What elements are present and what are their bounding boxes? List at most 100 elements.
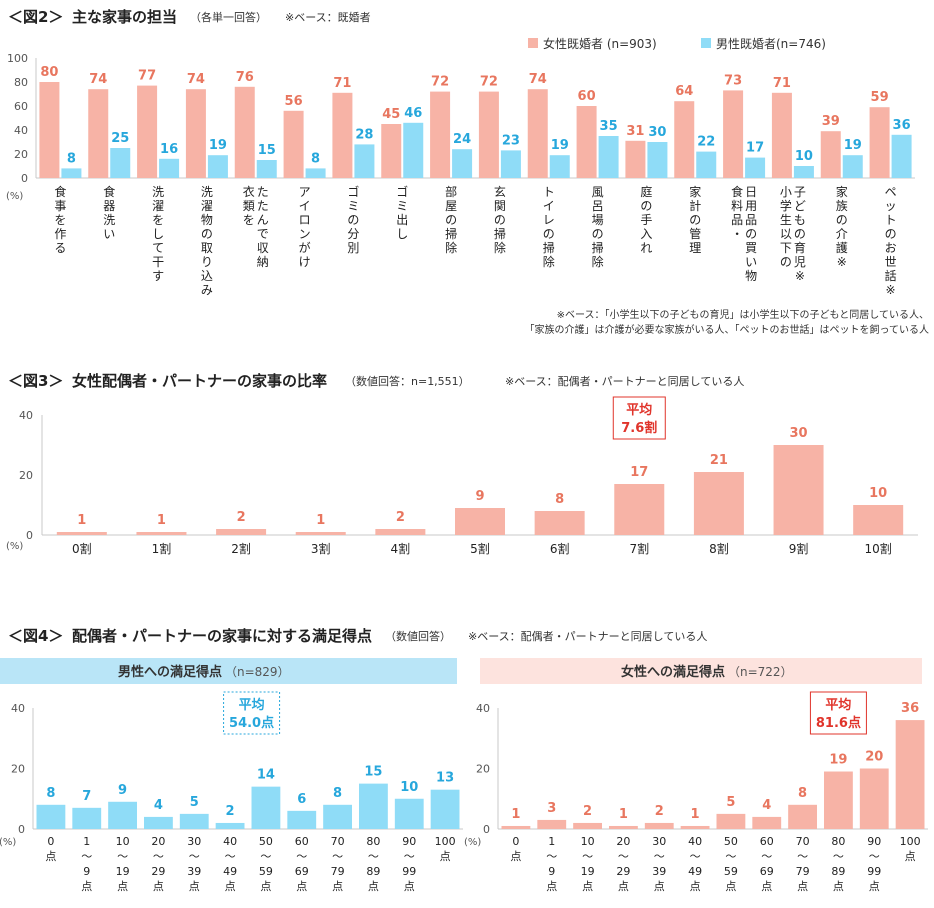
male-banner-label: 男性への満足得点 — [118, 664, 222, 680]
bar — [853, 505, 904, 535]
x-category-char: て — [152, 241, 164, 255]
x-tick-label: 〜 — [833, 850, 844, 863]
y-tick-label: 20 — [14, 148, 28, 161]
value-label: 2 — [237, 510, 246, 525]
value-label-male: 36 — [893, 118, 911, 133]
x-tick-label: 30 — [187, 835, 201, 848]
value-label-male: 23 — [502, 133, 520, 148]
x-tick-label: 9 — [548, 865, 555, 878]
x-tick-label: 8割 — [709, 541, 729, 556]
bar — [295, 532, 346, 535]
fig4-title-bracket: ＜図4＞ — [8, 627, 63, 645]
x-tick-label: 40 — [223, 835, 237, 848]
x-category-char: ト — [543, 185, 555, 199]
x-tick-label: 〜 — [582, 850, 593, 863]
bar-male — [500, 150, 521, 178]
value-label: 20 — [865, 750, 883, 765]
bar-male — [256, 160, 277, 178]
x-category-char: 学 — [780, 198, 792, 213]
fig2-chart: 020406080100(%)808食事を作る7425食器洗い7716洗濯をして… — [6, 52, 915, 297]
x-category-char: ※ — [795, 269, 805, 283]
average-box — [612, 396, 666, 440]
bar-male — [598, 136, 619, 178]
value-label-female: 74 — [529, 72, 547, 87]
fig4-title-note: （数値回答） — [385, 629, 451, 643]
x-tick-label: 〜 — [332, 850, 343, 863]
bar-male — [549, 155, 570, 178]
x-category-char: ミ — [347, 199, 359, 213]
x-tick-label: 4割 — [391, 541, 411, 556]
y-tick-label: 0 — [26, 529, 33, 542]
x-tick-label: 〜 — [153, 850, 164, 863]
x-tick-label: 10 — [581, 835, 595, 848]
value-label-male: 28 — [355, 127, 373, 142]
x-tick-label: 点 — [833, 880, 844, 893]
x-category-char: 玄 — [494, 184, 506, 199]
x-category-char: し — [152, 227, 164, 241]
x-category-char: 管 — [689, 226, 701, 241]
x-tick-label: 〜 — [189, 850, 200, 863]
bar — [788, 804, 817, 829]
x-tick-label: 30 — [652, 835, 666, 848]
x-category-char: 衣 — [243, 184, 255, 199]
bar — [773, 445, 824, 535]
x-tick-label: 70 — [796, 835, 810, 848]
x-tick-label: 9 — [83, 865, 90, 878]
x-category-char: 食 — [103, 184, 115, 199]
x-category-char: の — [347, 213, 359, 227]
x-tick-label: 80 — [831, 835, 845, 848]
x-tick-label: 50 — [724, 835, 738, 848]
x-tick-label: 点 — [189, 880, 200, 893]
x-tick-label: 〜 — [260, 850, 271, 863]
x-tick-label: 〜 — [368, 850, 379, 863]
bar — [56, 532, 107, 535]
unit-label: (%) — [0, 837, 16, 848]
bar-female — [39, 82, 60, 178]
x-category-char: が — [299, 240, 311, 255]
bar — [534, 511, 585, 535]
x-category-char: 除 — [445, 240, 457, 255]
x-category-char: 場 — [592, 213, 604, 227]
fig4-male-banner: 男性への満足得点 （n=829） — [0, 658, 457, 684]
value-label: 14 — [257, 768, 275, 783]
x-tick-label: 1割 — [152, 541, 172, 556]
fig4-title-main: 配偶者・パートナーの家事に対する満足得点 — [72, 627, 372, 645]
x-category-char: 取 — [201, 241, 213, 255]
value-label-female: 31 — [626, 124, 644, 139]
x-tick-label: 5割 — [470, 541, 490, 556]
x-category-char: 物 — [201, 213, 213, 227]
bar-female — [430, 91, 451, 178]
x-tick-label: 89 — [366, 865, 380, 878]
x-category-char: 屋 — [445, 199, 457, 213]
x-category-char: ト — [885, 213, 897, 227]
x-tick-label: 点 — [725, 880, 736, 893]
x-tick-label: 10 — [116, 835, 130, 848]
value-label: 30 — [789, 426, 807, 441]
x-category-char: の — [445, 213, 457, 227]
value-label: 5 — [190, 795, 199, 810]
bar — [108, 801, 137, 829]
x-category-char: 納 — [257, 255, 269, 269]
x-category-char: も — [794, 213, 806, 227]
x-category-char: た — [257, 185, 269, 199]
x-category-char: 買 — [745, 241, 757, 255]
value-label: 9 — [475, 489, 484, 504]
x-category-char: す — [152, 269, 164, 283]
bar — [859, 768, 889, 829]
x-tick-label: 〜 — [869, 850, 880, 863]
x-tick-label: 点 — [45, 850, 56, 863]
bar-female — [820, 131, 841, 178]
x-tick-label: 〜 — [618, 850, 629, 863]
value-label-male: 8 — [67, 151, 76, 166]
x-category-char: し — [396, 227, 408, 241]
fig2-title-note: （各単一回答） — [190, 10, 267, 24]
x-tick-label: 89 — [831, 865, 845, 878]
fig3-base-note: ※ベース：配偶者・パートナーと同居している人 — [505, 375, 744, 388]
bar-female — [723, 90, 744, 178]
value-label-female: 72 — [431, 75, 449, 90]
x-category-char: 理 — [689, 241, 701, 255]
x-tick-label: 点 — [546, 880, 557, 893]
x-tick-label: 〜 — [225, 850, 236, 863]
x-category-char: 世 — [885, 255, 897, 269]
bar — [824, 771, 853, 829]
